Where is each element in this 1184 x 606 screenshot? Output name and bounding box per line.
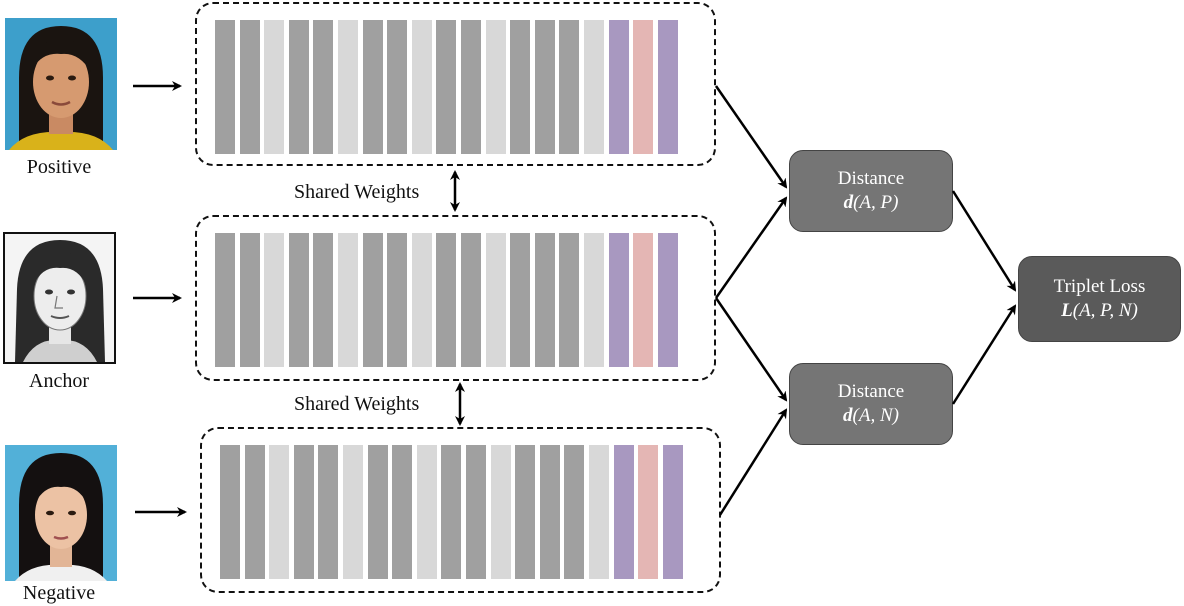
layer-bar-mid [534, 233, 555, 367]
distance-fn: d [843, 405, 853, 426]
negative-caption: Negative [22, 582, 96, 604]
layer-bar-mid [436, 20, 457, 154]
layer-bar-mid [215, 233, 235, 367]
layer-bar-purple [608, 233, 629, 367]
negative-face-image [5, 445, 117, 581]
arrow-dap-to-loss [951, 190, 1017, 292]
anchor-sketch-image [3, 232, 116, 364]
distance-fn: d [843, 192, 854, 213]
layer-bar-mid [461, 233, 481, 367]
arrow-dan-to-loss [951, 304, 1017, 405]
layer-bar-light [485, 20, 506, 154]
layer-bar-mid [244, 445, 265, 579]
layer-bar-mid [466, 445, 486, 579]
layer-bar-mid [559, 233, 580, 367]
layer-bar-light [338, 20, 358, 154]
arrow-anchor-to-dap [714, 196, 788, 299]
layer-bar-mid [318, 445, 339, 579]
layer-bar-pink [638, 445, 659, 579]
shared-weights-label-bottom: Shared Weights [294, 393, 420, 415]
layer-bar-mid [441, 445, 462, 579]
layer-bar-purple [657, 233, 678, 367]
layer-bar-light [416, 445, 437, 579]
layer-bar-mid [510, 20, 531, 154]
distance-an-expression: d(A, N) [790, 404, 952, 428]
layer-bar-mid [367, 445, 388, 579]
network-layers [220, 445, 720, 579]
layer-bar-purple [657, 20, 678, 154]
layer-bar-light [411, 233, 432, 367]
layer-bar-mid [215, 20, 235, 154]
arrow-positive-to-dap [714, 85, 788, 189]
layer-bar-mid [436, 233, 457, 367]
layer-bar-mid [288, 20, 309, 154]
network-layers [215, 20, 715, 154]
layer-bar-mid [564, 445, 585, 579]
layer-bar-light [485, 233, 506, 367]
positive-face-image [5, 18, 117, 150]
layer-bar-pink [633, 233, 654, 367]
loss-fn: L [1061, 300, 1073, 321]
layer-bar-mid [559, 20, 580, 154]
layer-bar-mid [392, 445, 413, 579]
layer-bar-light [589, 445, 609, 579]
layer-bar-mid [362, 233, 383, 367]
layer-bar-light [343, 445, 363, 579]
distance-ap-title: Distance [837, 168, 905, 189]
embedding-network-negative [200, 427, 721, 593]
triplet-loss-node: Triplet Loss L(A, P, N) [1018, 256, 1181, 342]
layer-bar-mid [293, 445, 314, 579]
distance-ap-node: Distance d(A, P) [789, 150, 953, 232]
layer-bar-mid [239, 20, 260, 154]
layer-bar-mid [387, 20, 408, 154]
anchor-caption: Anchor [29, 370, 89, 392]
layer-bar-light [584, 20, 604, 154]
distance-an-node: Distance d(A, N) [789, 363, 953, 445]
shared-weights-label-top: Shared Weights [294, 181, 420, 203]
embedding-network-positive [195, 2, 716, 166]
distance-args: (A, N) [852, 405, 899, 426]
layer-bar-mid [239, 233, 260, 367]
layer-bar-mid [539, 445, 560, 579]
layer-bar-mid [534, 20, 555, 154]
positive-caption: Positive [26, 156, 92, 178]
layer-bar-mid [220, 445, 240, 579]
triplet-loss-title: Triplet Loss [1053, 276, 1146, 297]
layer-bar-purple [662, 445, 683, 579]
layer-bar-mid [362, 20, 383, 154]
embedding-network-anchor [195, 215, 716, 381]
layer-bar-mid [387, 233, 408, 367]
layer-bar-mid [510, 233, 531, 367]
layer-bar-light [264, 233, 285, 367]
layer-bar-pink [633, 20, 654, 154]
layer-bar-purple [608, 20, 629, 154]
layer-bar-mid [313, 233, 334, 367]
layer-bar-light [411, 20, 432, 154]
network-layers [215, 233, 715, 367]
loss-args: (A, P, N) [1072, 300, 1138, 321]
layer-bar-light [490, 445, 511, 579]
distance-args: (A, P) [853, 192, 899, 213]
layer-bar-light [338, 233, 358, 367]
arrow-anchor-to-dan [714, 297, 788, 402]
layer-bar-light [264, 20, 285, 154]
arrow-negative-to-dan [718, 408, 788, 516]
layer-bar-mid [461, 20, 481, 154]
layer-bar-light [269, 445, 290, 579]
layer-bar-mid [288, 233, 309, 367]
layer-bar-mid [313, 20, 334, 154]
layer-bar-purple [613, 445, 634, 579]
layer-bar-light [584, 233, 604, 367]
distance-ap-expression: d(A, P) [790, 191, 952, 215]
distance-an-title: Distance [837, 381, 905, 402]
triplet-loss-expression: L(A, P, N) [1019, 299, 1180, 323]
layer-bar-mid [515, 445, 536, 579]
